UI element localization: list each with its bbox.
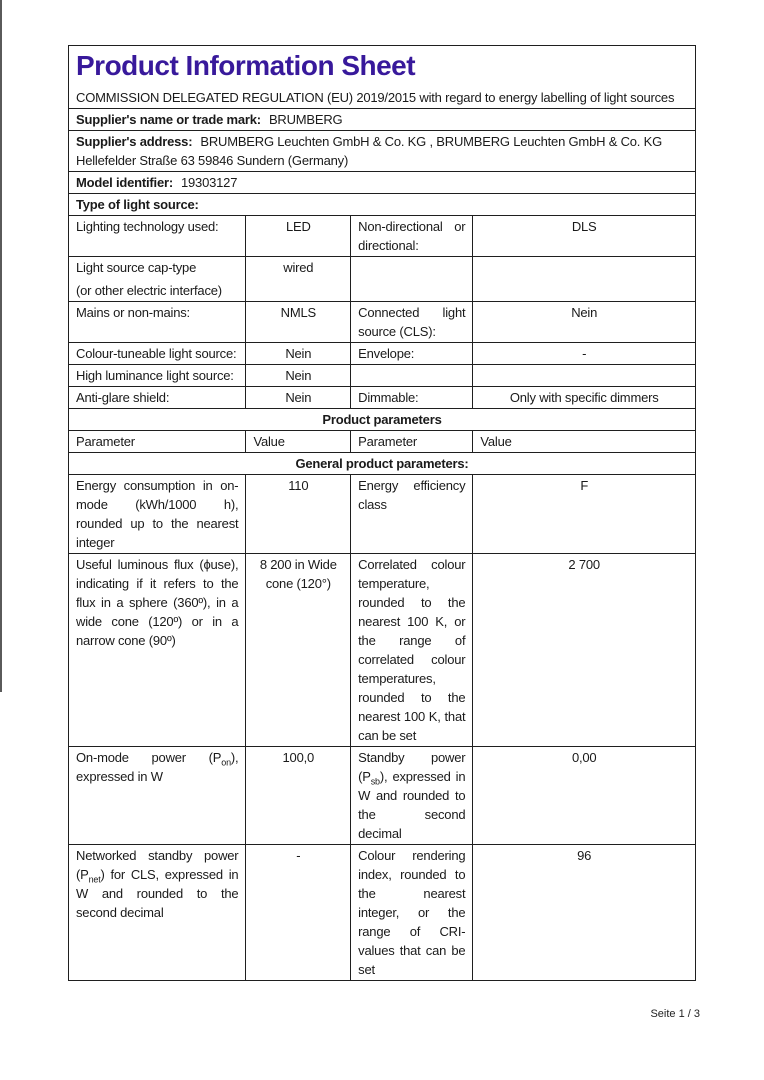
section-heading-row: Product parameters [68,408,696,431]
parameter-value: - [245,844,352,981]
parameter-label: High luminance light source: [67,364,247,387]
parameter-label: Light source cap-type (or other electric … [67,256,247,302]
parameter-value: Nein [245,364,352,387]
parameter-label: Lighting technology used: [67,215,247,257]
header-row: Product Information Sheet COMMISSION DEL… [68,45,696,109]
parameter-value: 96 [472,844,696,981]
parameter-value: 100,0 [245,746,352,845]
parameter-value: 2 700 [472,553,696,747]
product-information-table: Product Information Sheet COMMISSION DEL… [67,45,696,981]
column-header-parameter: Parameter [350,430,474,453]
parameter-value: DLS [472,215,696,257]
supplier-name-value: BRUMBERG [268,112,343,127]
supplier-name-label: Supplier's name or trade mark: [76,112,261,127]
supplier-address-row: Supplier's address: BRUMBERG Leuchten Gmb… [68,130,696,172]
parameter-value: 0,00 [472,746,696,845]
parameter-value: wired [245,256,352,302]
parameter-value: F [472,474,696,554]
parameter-label [350,256,474,302]
table-row: Colour-tuneable light source: Nein Envel… [67,342,696,365]
parameter-value [472,256,696,302]
table-row: Energy consumption in on-mode (kWh/1000 … [67,474,696,554]
table-row: Anti-glare shield: Nein Dimmable: Only w… [67,386,696,409]
supplier-address-label: Supplier's address: [76,134,193,149]
parameter-label: Colour-tuneable light source: [67,342,247,365]
type-of-light-source-row: Type of light source: [68,193,696,216]
parameter-label: Non-directional or directional: [350,215,474,257]
table-row: Networked standby power (Pnet) for CLS, … [67,844,696,981]
parameter-value: LED [245,215,352,257]
parameter-label: Connected light source (CLS): [350,301,474,343]
parameter-value: Nein [472,301,696,343]
parameter-value [472,364,696,387]
table-row: Light source cap-type (or other electric … [67,256,696,302]
type-of-light-source-label: Type of light source: [68,193,696,216]
parameter-value: - [472,342,696,365]
parameter-value: 8 200 in Wide cone (120°) [245,553,352,747]
model-identifier-value: 19303127 [181,175,238,190]
parameter-value: Only with specific dimmers [472,386,696,409]
parameter-label: Energy consumption in on-mode (kWh/1000 … [67,474,247,554]
table-row: Lighting technology used: LED Non-direct… [67,215,696,257]
model-identifier-row: Model identifier: 19303127 [68,171,696,194]
column-header-row: Parameter Value Parameter Value [67,430,696,453]
parameter-label: Dimmable: [350,386,474,409]
parameter-label: On-mode power (Pon), expressed in W [67,746,247,845]
screen-edge-artifact [0,0,2,692]
parameter-label: Colour rendering index, rounded to the n… [350,844,474,981]
supplier-name-row: Supplier's name or trade mark: BRUMBERG [68,108,696,131]
parameter-value: NMLS [245,301,352,343]
parameter-label: Correlated colour temperature, rounded t… [350,553,474,747]
supplier-address-value: BRUMBERG Leuchten GmbH & Co. KG , BRUMBE… [76,134,663,168]
parameter-value: Nein [245,386,352,409]
table-row: On-mode power (Pon), expressed in W 100,… [67,746,696,845]
parameter-label: Networked standby power (Pnet) for CLS, … [67,844,247,981]
product-parameters-heading: Product parameters [68,408,696,431]
table-row: Useful luminous flux (ϕuse), indicating … [67,553,696,747]
column-header-value: Value [472,430,696,453]
table-row: High luminance light source: Nein [67,364,696,387]
parameter-value: 110 [245,474,352,554]
parameter-label: Envelope: [350,342,474,365]
parameter-label: Useful luminous flux (ϕuse), indicating … [67,553,247,747]
table-row: Mains or non-mains: NMLS Connected light… [67,301,696,343]
parameter-value: Nein [245,342,352,365]
page-title: Product Information Sheet [76,50,416,81]
column-header-parameter: Parameter [67,430,247,453]
column-header-value: Value [245,430,352,453]
parameter-label: Mains or non-mains: [67,301,247,343]
parameter-label [350,364,474,387]
parameter-label: Standby power (Psb), expressed in W and … [350,746,474,845]
page-number: Seite 1 / 3 [650,1008,700,1020]
model-identifier-label: Model identifier: [76,175,173,190]
general-product-parameters-heading: General product parameters: [68,452,696,475]
section-heading-row: General product parameters: [68,452,696,475]
parameter-label: Anti-glare shield: [67,386,247,409]
page-subtitle: COMMISSION DELEGATED REGULATION (EU) 201… [76,90,675,105]
parameter-label: Energy efficiency class [350,474,474,554]
